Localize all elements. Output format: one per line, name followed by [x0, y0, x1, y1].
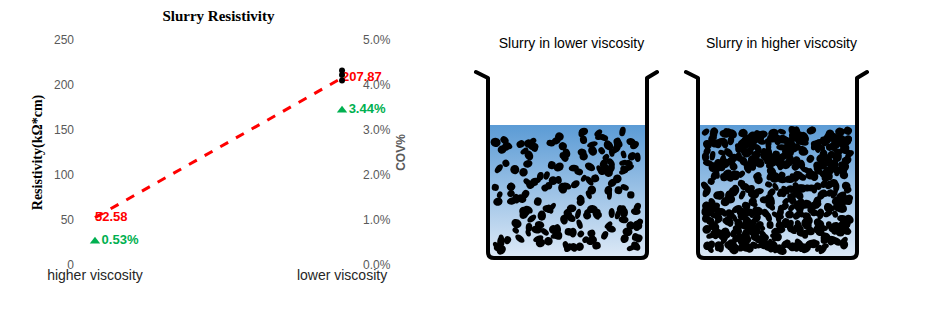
svg-text:Resistivity(kΩ*cm): Resistivity(kΩ*cm) [30, 94, 46, 210]
svg-text:1.0%: 1.0% [363, 213, 391, 227]
svg-text:0.0%: 0.0% [363, 258, 391, 272]
svg-text:3.0%: 3.0% [363, 123, 391, 137]
svg-text:150: 150 [54, 123, 74, 137]
svg-text:3.44%: 3.44% [349, 101, 386, 116]
svg-text:4.0%: 4.0% [363, 78, 391, 92]
svg-text:Slurry Resistivity: Slurry Resistivity [162, 8, 275, 24]
svg-text:0: 0 [67, 258, 74, 272]
svg-text:200: 200 [54, 78, 74, 92]
svg-text:100: 100 [54, 168, 74, 182]
svg-text:Slurry in lower viscosity: Slurry in lower viscosity [499, 35, 644, 51]
svg-text:2.0%: 2.0% [363, 168, 391, 182]
svg-text:higher viscosity: higher viscosity [47, 267, 143, 283]
svg-text:5.0%: 5.0% [363, 33, 391, 47]
svg-text:52.58: 52.58 [95, 209, 128, 224]
svg-text:250: 250 [54, 33, 74, 47]
svg-text:Slurry in higher viscosity: Slurry in higher viscosity [706, 35, 857, 51]
svg-text:lower viscosity: lower viscosity [297, 267, 387, 283]
svg-text:207.87: 207.87 [342, 69, 382, 84]
svg-text:0.53%: 0.53% [102, 232, 139, 247]
svg-text:50: 50 [61, 213, 75, 227]
svg-text:COV%: COV% [394, 134, 408, 171]
